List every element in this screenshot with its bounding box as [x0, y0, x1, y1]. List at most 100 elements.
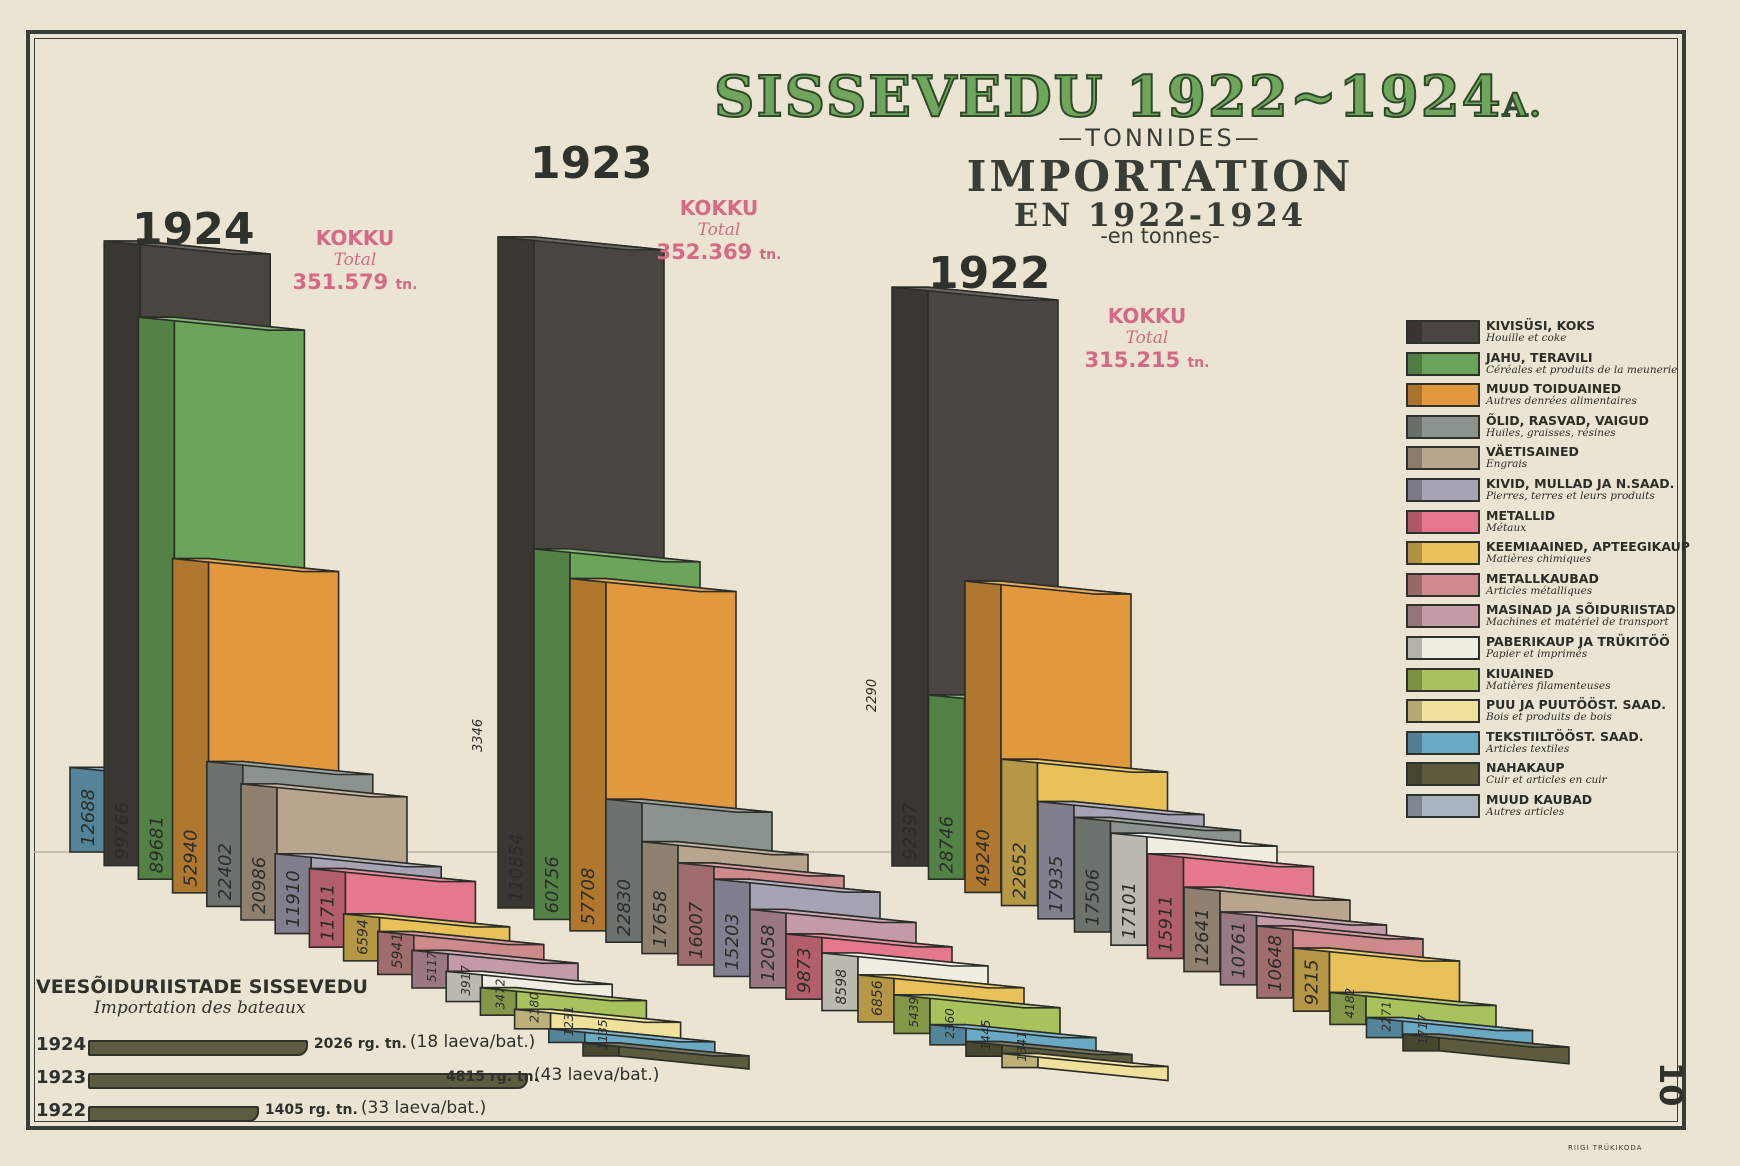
outer-frame	[26, 30, 1686, 1130]
legend-label: KIVISÜSI, KOKS	[1486, 318, 1596, 333]
bar-top-face	[1183, 886, 1351, 902]
legend-item-kivid-mullad-ja-n-saad: KIVID, MULLAD JA N.SAAD. Pierres, terres …	[1406, 476, 1706, 508]
legend-item-va-etisained: VÄETISAINED Engrais	[1406, 444, 1706, 476]
bar-value-label: 1445	[979, 1020, 993, 1051]
bar-1924-nahakaup: 1135	[582, 1019, 750, 1070]
bar-value-label: 3917	[459, 965, 473, 996]
total-unit: tn.	[1187, 355, 1210, 371]
bar-top-face	[964, 580, 1132, 595]
bar-value-label: 9215	[1302, 959, 1323, 1005]
bar-1922-nahakaup: 1717	[1402, 1014, 1570, 1065]
bar-top-face	[582, 1042, 750, 1057]
bar-top-face	[1220, 911, 1387, 926]
legend-item-metallid: METALLID Métaux	[1406, 508, 1706, 540]
bar-top-face	[1402, 1033, 1570, 1048]
bar-value-label: 57708	[578, 868, 599, 925]
bar-value-label: 6856	[870, 980, 886, 1016]
bar-top-face	[821, 952, 989, 967]
bar-value-label: 2360	[943, 1008, 957, 1039]
bar-group-1922: 92397 28746 49240 22652 17935 17506 17101 15911…	[865, 286, 1570, 1065]
bar-value-label: 11711	[317, 884, 338, 941]
ship-value-label: 4815 rg. tn.	[446, 1069, 539, 1085]
legend-swatch	[1406, 477, 1480, 502]
legend-sublabel: Matières chimiques	[1486, 553, 1592, 566]
bar-value-label: 9873	[794, 947, 815, 993]
bar-value-label: 17658	[650, 890, 671, 947]
bar-value-label: 3472	[493, 979, 507, 1010]
bar-value-label: 10761	[1229, 922, 1250, 979]
legend-sublabel: Articles métalliques	[1486, 584, 1593, 597]
total-label: KOKKU	[1107, 304, 1187, 328]
bar-top-face	[548, 1027, 715, 1043]
ship-value-label: 2026 rg. tn.	[313, 1036, 407, 1052]
year-label-1923: 1923	[530, 138, 653, 189]
bar-top-face	[785, 933, 953, 948]
title-french-unit: -en tonnes-	[1100, 224, 1220, 248]
total-value: 315.215	[1084, 348, 1181, 372]
legend-label: TEKSTIILTÖÖST. SAAD.	[1486, 728, 1644, 744]
title-unit: —TONNIDES—	[1058, 124, 1262, 152]
ship-row-1922: 1922 1405 rg. tn. (33 laeva/bat.)	[36, 1096, 486, 1126]
legend-label: VÄETISAINED	[1486, 444, 1579, 460]
legend-sublabel: Engrais	[1486, 458, 1528, 471]
bar-top-face	[240, 783, 408, 798]
legend-sublabel: Articles textiles	[1486, 742, 1570, 755]
legend-sublabel: Huiles, graisses, résines	[1486, 426, 1616, 439]
bar-top-face	[1293, 947, 1460, 962]
legend: KIVISÜSI, KOKS Houille et coke JAHU, TERAV…	[1406, 318, 1706, 824]
title-main-text: SISSEVEDU 1922~1924	[713, 63, 1503, 131]
legend-label: PABERIKAUP JA TRÜKITÖÖ	[1486, 633, 1670, 649]
bar-value-label: 22652	[1010, 842, 1031, 899]
legend-label: KIUAINED	[1486, 665, 1554, 681]
bar-value-label: 49240	[973, 829, 994, 886]
bar-top-face	[1074, 816, 1241, 832]
legend-swatch	[1406, 667, 1480, 692]
bar-value-label: 12641	[1192, 908, 1213, 965]
bar-value-label: 1135	[596, 1019, 610, 1050]
bar-top-face	[605, 798, 773, 814]
bar-top-face	[677, 862, 845, 877]
legend-label: KIVID, MULLAD JA N.SAAD.	[1486, 475, 1675, 491]
legend-sublabel: Autres articles	[1486, 805, 1565, 818]
bar-side-face	[103, 240, 141, 867]
bar-value-label: 89681	[146, 816, 167, 873]
bar-top-face	[1110, 832, 1278, 847]
chart-title: SISSEVEDU 1922~1924A.	[713, 63, 1614, 131]
bar-top-face	[891, 286, 1059, 301]
bar-1923-puu-ja-puuto-o-st-saad: 1341	[1001, 1031, 1169, 1082]
legend-label: NAHAKAUP	[1486, 760, 1565, 776]
total-sub: Total	[697, 220, 741, 240]
bar-top-face	[1001, 758, 1168, 773]
bar-value-label: 1231	[562, 1006, 576, 1037]
legend-item-kivisu-si-koks: KIVISÜSI, KOKS Houille et coke	[1406, 318, 1706, 350]
ship-value-label: 1405 rg. tn.	[264, 1102, 358, 1118]
ships-subtitle: Importation des bateaux	[94, 998, 306, 1018]
bar-value-label: 92397	[900, 802, 921, 860]
legend-sublabel: Cuir et articles en cuir	[1486, 774, 1607, 787]
bar-top-face	[857, 974, 1025, 989]
legend-swatch	[1406, 635, 1480, 660]
legend-item-puu-ja-puuto-o-st-saad: PUU JA PUUTÖÖST. SAAD. Bois et produits d…	[1406, 697, 1706, 729]
bar-top-face	[965, 1040, 1133, 1056]
total-label: KOKKU	[679, 196, 759, 220]
legend-swatch	[1406, 414, 1480, 439]
bar-top-face	[514, 1008, 681, 1024]
legend-label: MASINAD JA SÕIDURIISTAD	[1486, 602, 1676, 618]
bar-top-face	[446, 970, 613, 986]
bar-value-label: 17506	[1083, 869, 1104, 926]
bar-value-label: 5117	[425, 951, 439, 982]
legend-swatch	[1406, 604, 1480, 629]
bar-side-face	[137, 316, 176, 881]
ship-hull-bar	[88, 1073, 528, 1089]
legend-label: KEEMIAAINED, APTEEGIKAUP	[1486, 539, 1690, 555]
bar-value-label: 15203	[722, 913, 743, 970]
bar-top-face	[104, 240, 271, 255]
total-label: KOKKU	[315, 226, 395, 250]
top-side-label: 3346	[471, 719, 486, 752]
ship-count-label: (33 laeva/bat.)	[360, 1098, 487, 1118]
bar-group-1923: 110854 60756 57708 22830 17658 16007 15203 1205…	[471, 235, 1169, 1082]
bar-top-face	[497, 236, 665, 251]
bar-top-face	[1147, 852, 1314, 868]
